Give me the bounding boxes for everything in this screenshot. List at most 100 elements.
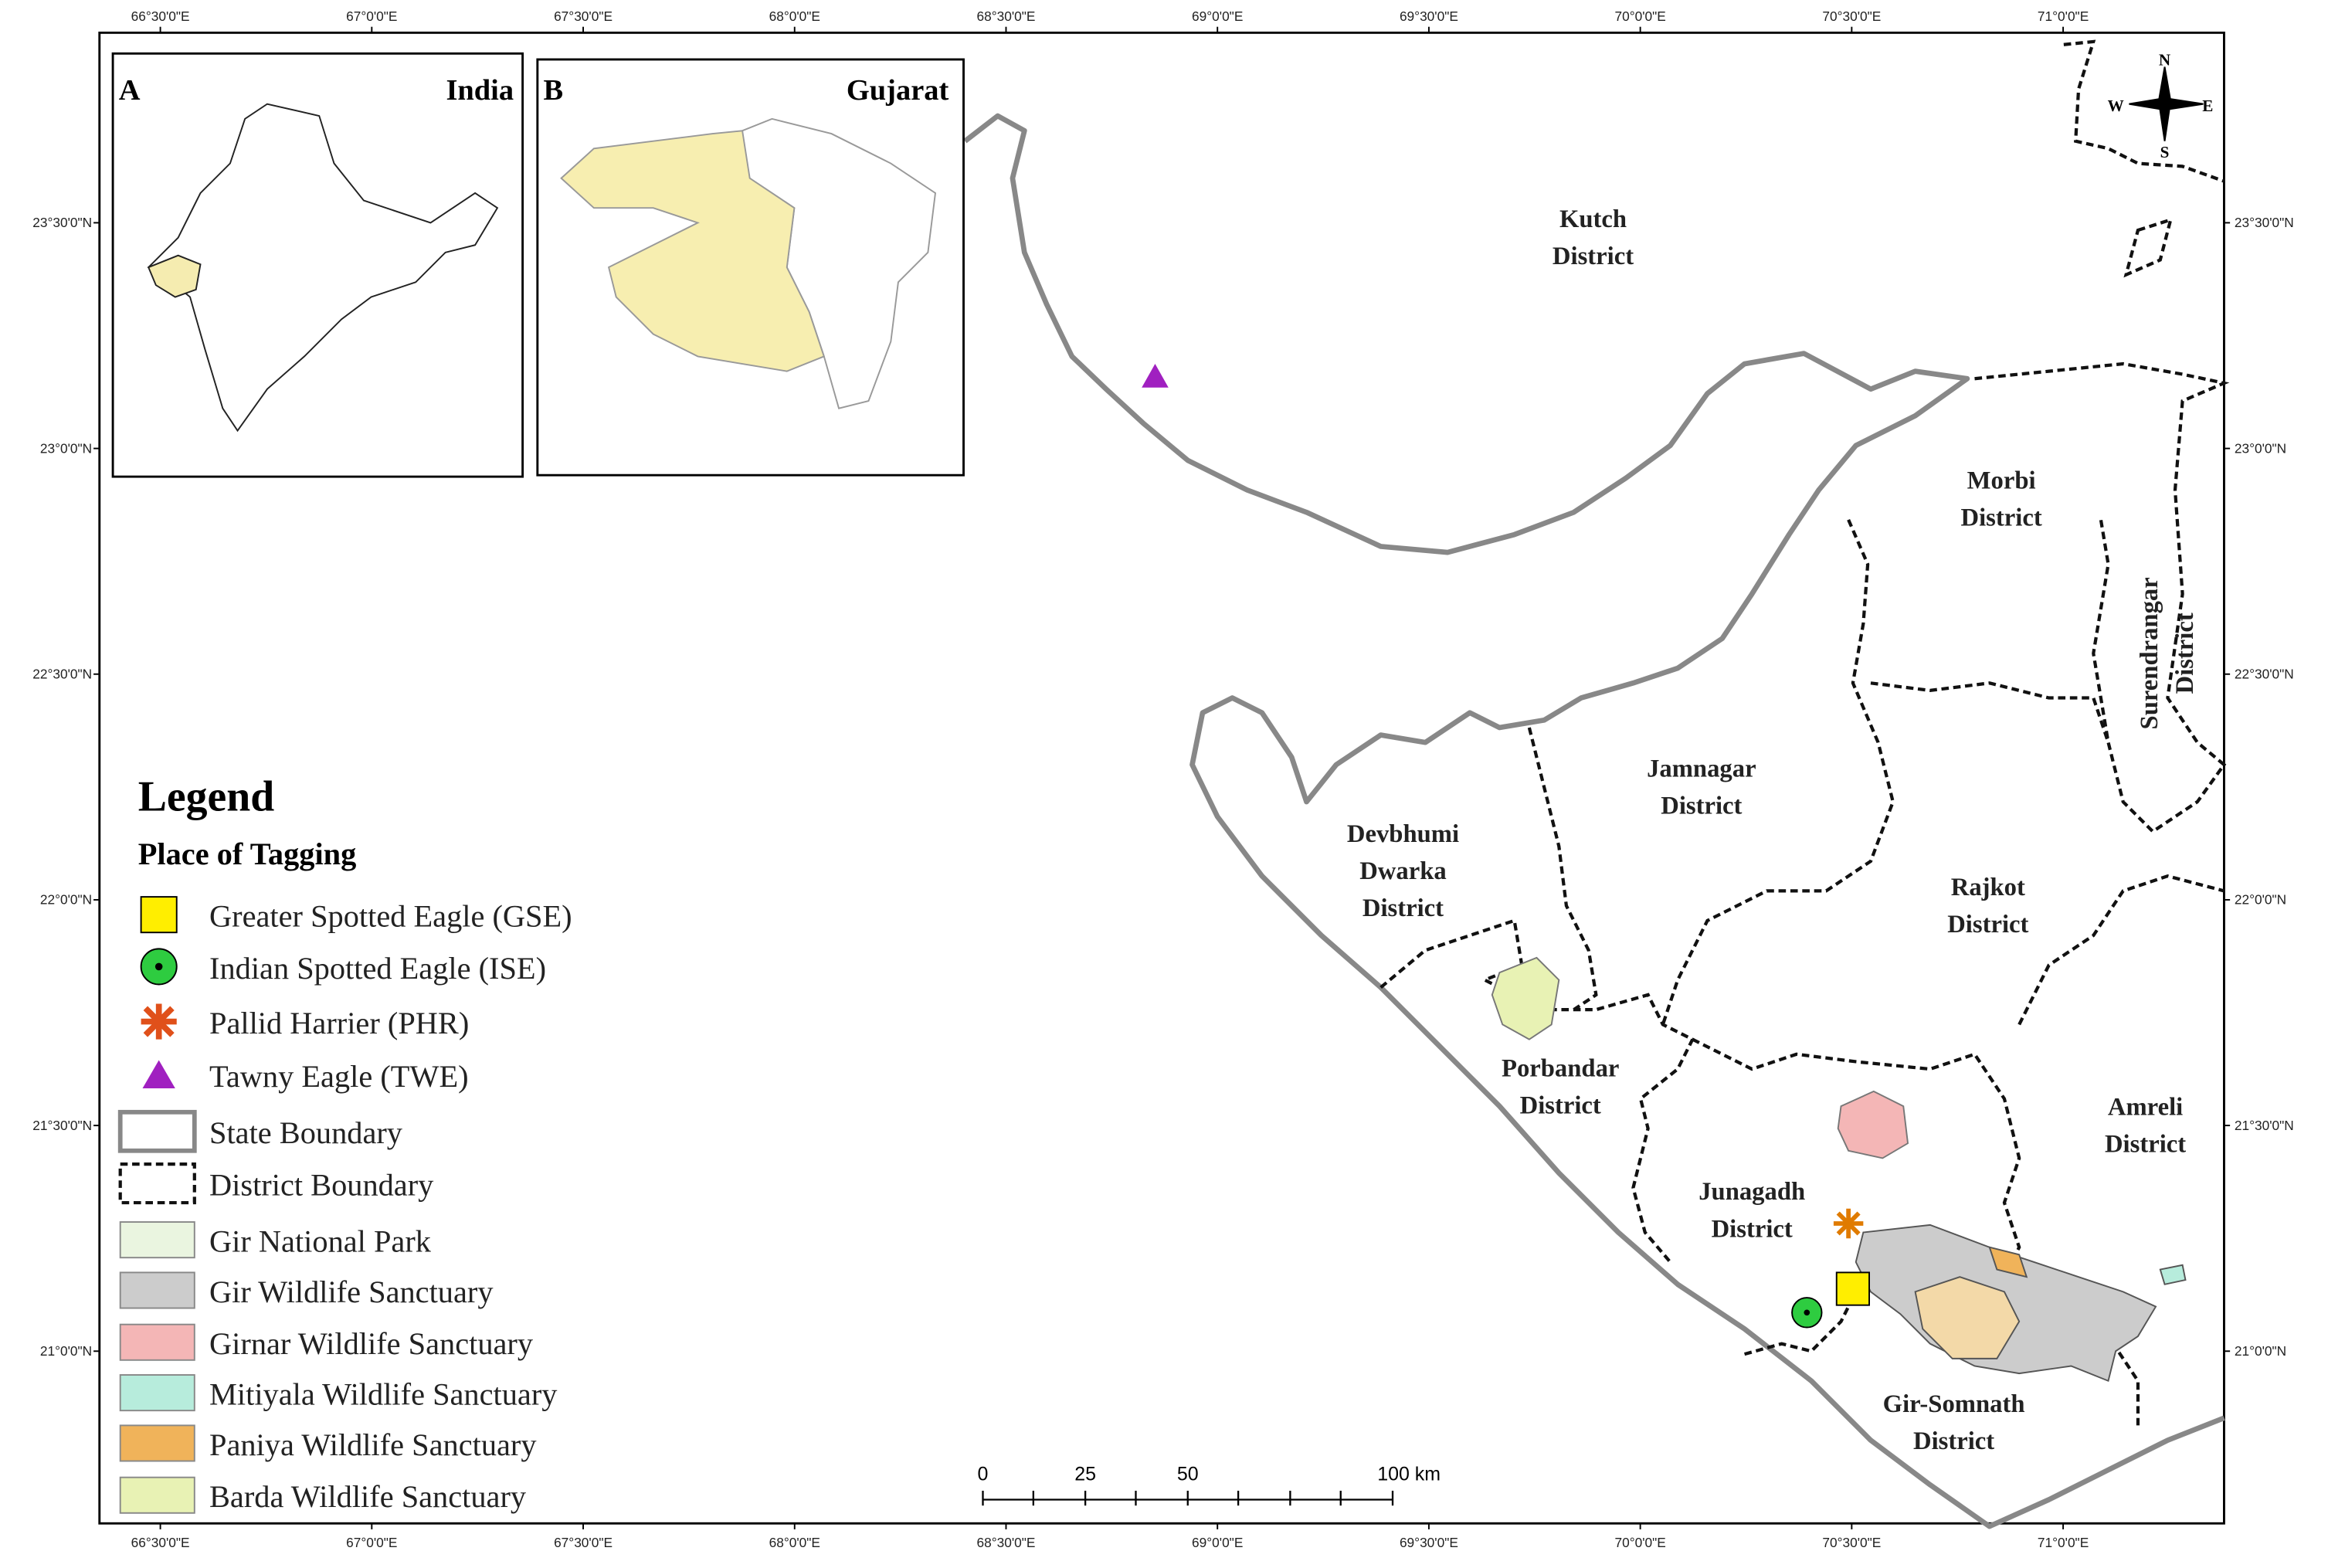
legend-swatch bbox=[140, 896, 178, 934]
legend-label: Greater Spotted Eagle (GSE) bbox=[209, 899, 572, 934]
district-label: Porbandar bbox=[1502, 1055, 1619, 1083]
lon-label: 71°0'0"E bbox=[2038, 8, 2089, 24]
barda-wildlife-sanctuary bbox=[1491, 956, 1560, 1040]
lon-label: 68°30'0"E bbox=[977, 8, 1036, 24]
lat-label: 21°30'0"N bbox=[32, 1118, 92, 1133]
compass-letter: E bbox=[2202, 97, 2213, 115]
legend-label: Girnar Wildlife Sanctuary bbox=[209, 1326, 534, 1361]
greater-spotted-eagle-marker bbox=[1835, 1271, 1871, 1306]
lat-label: 23°0'0"N bbox=[2235, 440, 2286, 456]
legend-swatch bbox=[119, 1221, 195, 1259]
lon-label: 69°30'0"E bbox=[1400, 8, 1458, 24]
district-boundary bbox=[1692, 1037, 2021, 1278]
legend-swatch bbox=[119, 1476, 195, 1514]
district-label: Gir-Somnath bbox=[1883, 1390, 2025, 1418]
district-label: District bbox=[1961, 504, 2042, 532]
mitiyala-wildlife-sanctuary bbox=[2159, 1264, 2187, 1285]
lon-label: 70°30'0"E bbox=[1822, 8, 1881, 24]
lon-label: 68°0'0"E bbox=[769, 1535, 820, 1550]
district-label: District bbox=[2171, 613, 2199, 694]
district-boundary bbox=[2106, 1335, 2140, 1426]
district-label: Rajkot bbox=[1951, 874, 2025, 901]
pallid-harrier-marker bbox=[1833, 1208, 1864, 1239]
legend-label: Indian Spotted Eagle (ISE) bbox=[209, 951, 546, 986]
district-boundary bbox=[2063, 39, 2225, 183]
district-label: Jamnagar bbox=[1647, 755, 1756, 782]
legend-label: Paniya Wildlife Sanctuary bbox=[209, 1427, 537, 1462]
lon-label: 70°0'0"E bbox=[1614, 1535, 1665, 1550]
legend-label: Gir Wildlife Sanctuary bbox=[209, 1274, 494, 1309]
lon-label: 66°30'0"E bbox=[131, 8, 190, 24]
state-boundary bbox=[963, 113, 2225, 1529]
lat-label: 22°30'0"N bbox=[32, 667, 92, 682]
district-boundary bbox=[2123, 217, 2174, 278]
inset-letter: A bbox=[119, 74, 141, 107]
legend: Legend Place of Tagging Greater Spotted Ea… bbox=[117, 773, 572, 1514]
compass-rose bbox=[2129, 66, 2204, 141]
district-label: District bbox=[1661, 792, 1742, 820]
inset-title: India bbox=[446, 74, 514, 107]
district-boundary bbox=[1974, 361, 2230, 834]
lon-label: 66°30'0"E bbox=[131, 1535, 190, 1550]
district-label: Surendrangar bbox=[2136, 577, 2163, 729]
legend-label: Barda Wildlife Sanctuary bbox=[209, 1479, 527, 1514]
legend-subtitle: Place of Tagging bbox=[138, 837, 357, 871]
legend-title: Legend bbox=[138, 773, 275, 821]
district-label: Junagadh bbox=[1698, 1178, 1805, 1206]
scale-label: 50 bbox=[1177, 1464, 1199, 1485]
legend-swatch bbox=[142, 1060, 175, 1089]
lon-label: 67°0'0"E bbox=[346, 1535, 397, 1550]
legend-swatch bbox=[118, 1162, 196, 1205]
scale-label: 100 km bbox=[1377, 1464, 1441, 1485]
district-label: Morbi bbox=[1967, 467, 2036, 494]
girnar-wildlife-sanctuary bbox=[1837, 1090, 1909, 1159]
district-boundary bbox=[1870, 681, 2110, 743]
district-label: District bbox=[1947, 911, 2028, 938]
scale-label: 0 bbox=[978, 1464, 989, 1485]
inset-title: Gujarat bbox=[847, 74, 949, 107]
legend-label: District Boundary bbox=[209, 1167, 434, 1202]
india-gujarat bbox=[147, 254, 202, 298]
lon-label: 69°30'0"E bbox=[1400, 1535, 1458, 1550]
legend-swatch bbox=[117, 1109, 197, 1153]
legend-label: Mitiyala Wildlife Sanctuary bbox=[209, 1376, 558, 1411]
scale-bar bbox=[982, 1490, 1394, 1506]
legend-swatch bbox=[154, 962, 163, 971]
district-boundary bbox=[1527, 727, 1598, 1011]
district-boundary bbox=[2017, 874, 2224, 1026]
lat-label: 21°0'0"N bbox=[40, 1343, 92, 1359]
lat-label: 23°30'0"N bbox=[2235, 215, 2294, 230]
district-label: District bbox=[1363, 894, 1444, 922]
compass-letter: N bbox=[2159, 51, 2170, 70]
legend-label: Pallid Harrier (PHR) bbox=[209, 1006, 469, 1040]
lon-label: 67°30'0"E bbox=[554, 8, 613, 24]
district-boundary bbox=[1661, 519, 1895, 1026]
district-boundary bbox=[1744, 1291, 1858, 1356]
lon-label: 70°30'0"E bbox=[1822, 1535, 1881, 1550]
lon-label: 68°30'0"E bbox=[977, 1535, 1036, 1550]
graticule: 66°30'0"E 66°30'0"E 67°0'0"E 67°0'0"E 67°30'… bbox=[32, 8, 2294, 1550]
lat-label: 21°0'0"N bbox=[2235, 1343, 2286, 1359]
district-label: District bbox=[1913, 1427, 1994, 1455]
lon-label: 70°0'0"E bbox=[1614, 8, 1665, 24]
lat-label: 22°30'0"N bbox=[2235, 667, 2294, 682]
lon-label: 68°0'0"E bbox=[769, 8, 820, 24]
legend-swatch bbox=[119, 1374, 195, 1412]
legend-label: State Boundary bbox=[209, 1115, 403, 1150]
lon-label: 69°0'0"E bbox=[1192, 1535, 1243, 1550]
inset-letter: B bbox=[544, 74, 564, 107]
district-label: Amreli bbox=[2108, 1094, 2183, 1122]
district-label: Dwarka bbox=[1359, 857, 1446, 885]
labels: A India B Gujarat N E S W Kutch District Morbi Dist… bbox=[119, 51, 2214, 1485]
legend-label: Tawny Eagle (TWE) bbox=[209, 1059, 469, 1094]
district-label: District bbox=[1520, 1092, 1601, 1120]
gir-national-park bbox=[1914, 1276, 2021, 1359]
paniya-wildlife-sanctuary bbox=[1988, 1246, 2028, 1278]
legend-label: Gir National Park bbox=[209, 1224, 432, 1258]
legend-swatch bbox=[119, 1271, 195, 1309]
gujarat-west bbox=[560, 130, 826, 372]
scale-label: 25 bbox=[1074, 1464, 1096, 1485]
lat-label: 22°0'0"N bbox=[40, 892, 92, 908]
compass-letter: S bbox=[2160, 143, 2170, 161]
